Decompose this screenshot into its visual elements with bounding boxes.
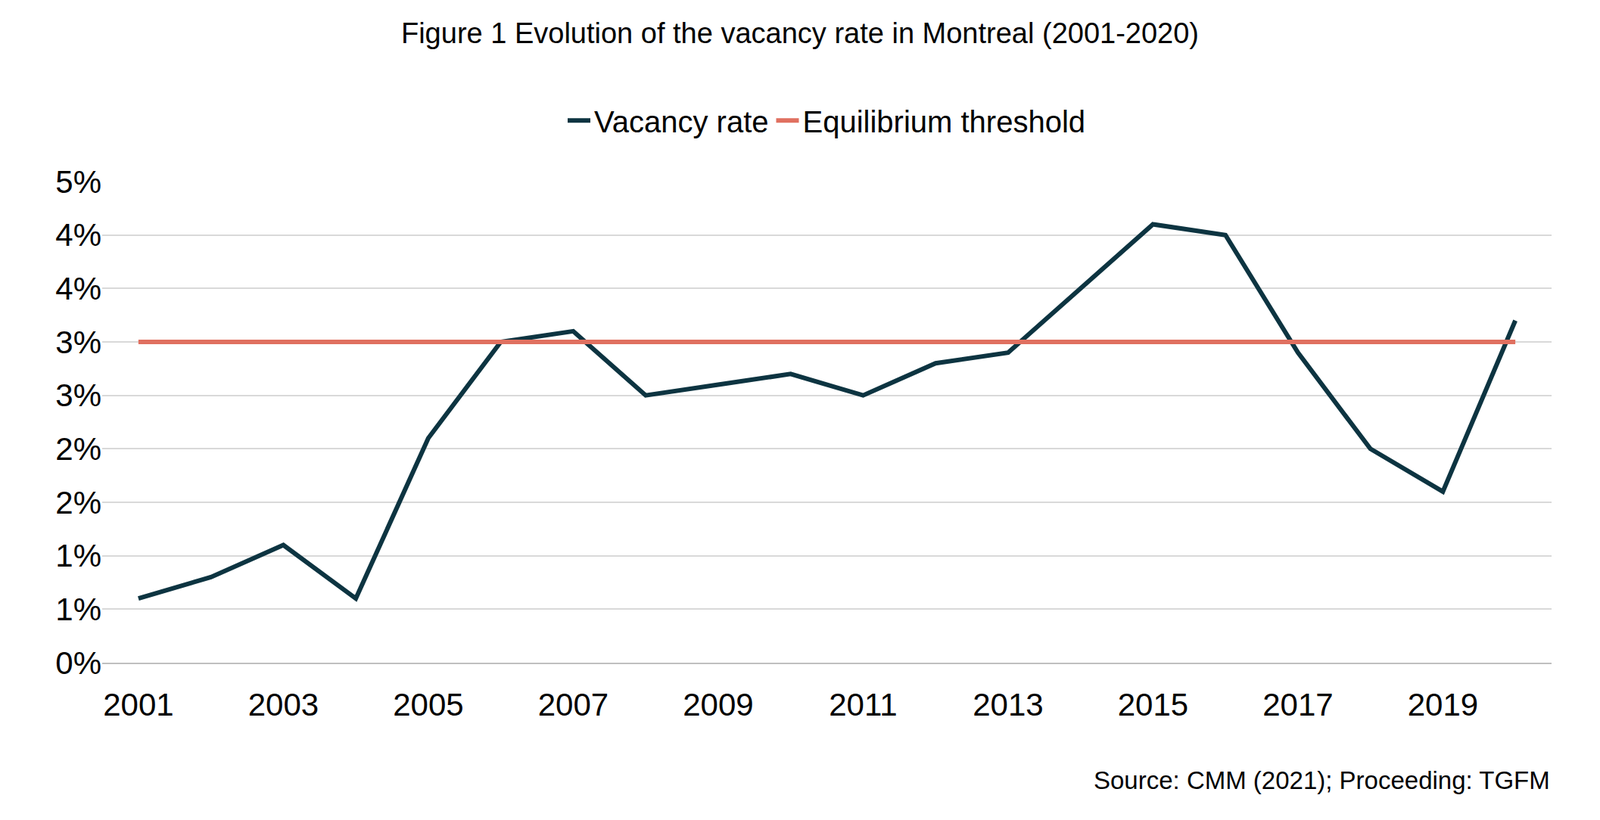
svg-text:Figure 1 Evolution of the vaca: Figure 1 Evolution of the vacancy rate i… <box>401 17 1199 50</box>
svg-text:1%: 1% <box>55 538 102 574</box>
svg-text:2007: 2007 <box>538 687 609 723</box>
svg-text:Equilibrium threshold: Equilibrium threshold <box>803 105 1087 139</box>
svg-text:3%: 3% <box>55 377 102 414</box>
svg-text:4%: 4% <box>55 217 102 253</box>
svg-text:2015: 2015 <box>1117 687 1189 723</box>
svg-text:2003: 2003 <box>248 687 319 723</box>
svg-text:Source: CMM (2021); Proceeding: Source: CMM (2021); Proceeding: TGFM <box>1093 766 1551 795</box>
svg-text:2%: 2% <box>55 485 102 521</box>
svg-text:4%: 4% <box>55 270 102 307</box>
svg-text:2009: 2009 <box>682 687 754 723</box>
svg-text:2017: 2017 <box>1262 687 1333 723</box>
svg-text:2013: 2013 <box>972 687 1043 723</box>
svg-text:2%: 2% <box>55 431 102 467</box>
svg-text:3%: 3% <box>55 324 102 361</box>
svg-text:5%: 5% <box>55 164 102 200</box>
svg-text:2019: 2019 <box>1407 687 1479 723</box>
svg-text:1%: 1% <box>55 591 102 628</box>
svg-text:0%: 0% <box>55 645 102 682</box>
svg-text:Vacancy rate: Vacancy rate <box>594 105 769 139</box>
svg-text:2005: 2005 <box>392 687 464 723</box>
svg-text:2001: 2001 <box>102 687 174 723</box>
svg-text:2011: 2011 <box>828 687 897 723</box>
